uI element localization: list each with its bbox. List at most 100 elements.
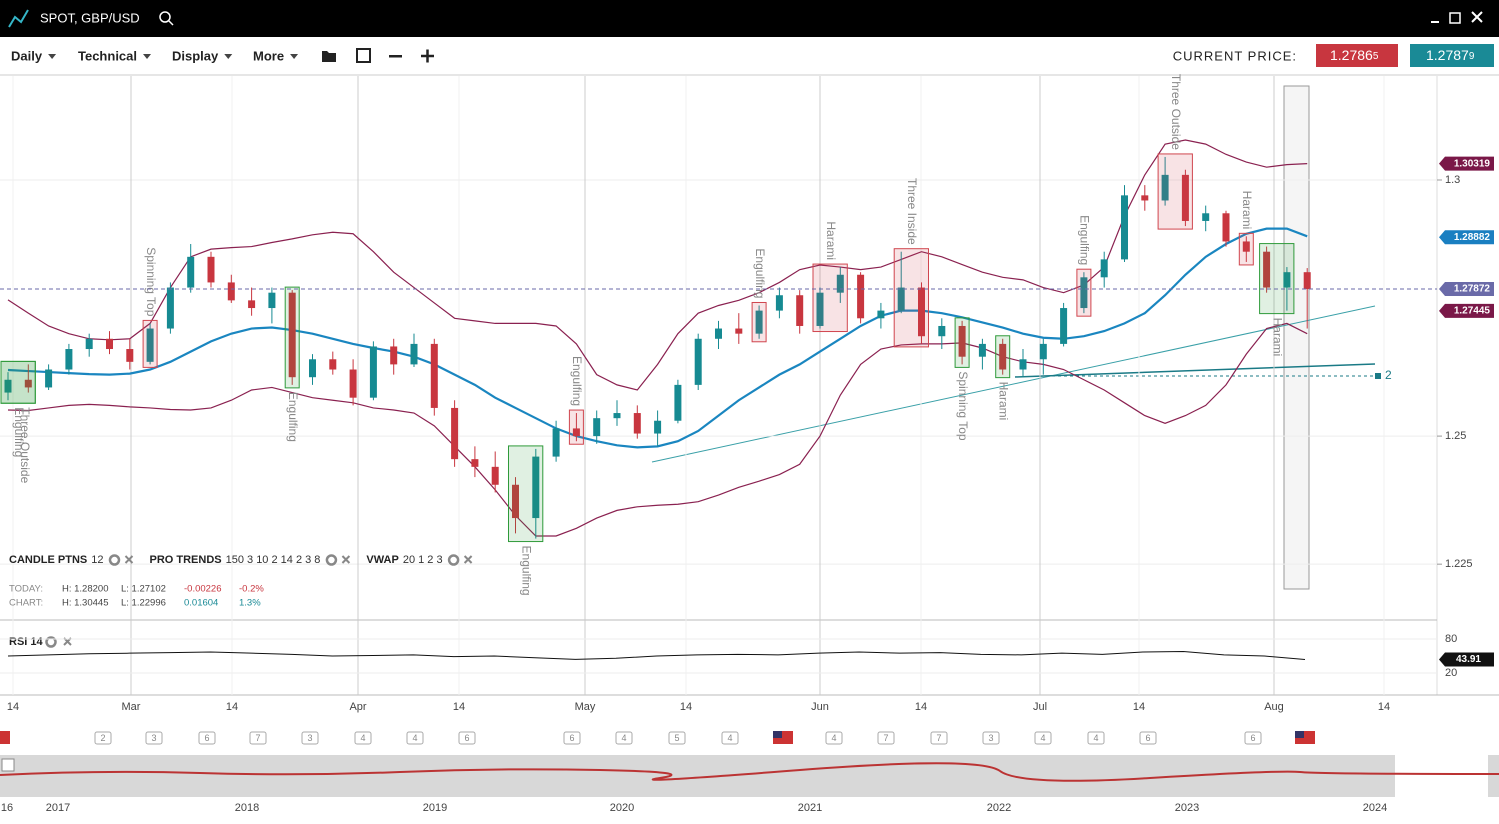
pattern-label: Engulfing (12, 407, 26, 457)
x-tick-label: Aug (1264, 701, 1284, 713)
ask-pip: 9 (1469, 51, 1475, 62)
remove-icon[interactable] (341, 555, 351, 564)
candle-body (775, 295, 783, 311)
stat-pct: -0.2% (239, 584, 264, 595)
event-box[interactable] (1244, 731, 1262, 745)
candle-body (572, 428, 580, 437)
event-box[interactable] (1087, 731, 1105, 745)
pattern-box (751, 301, 767, 343)
remove-icon[interactable] (124, 555, 134, 564)
x-tick-label: Apr (349, 701, 366, 713)
candle-body (593, 418, 601, 437)
candle-body (106, 338, 113, 350)
event-box[interactable] (877, 731, 895, 745)
menu[interactable]: Technical (78, 48, 137, 63)
candle-body (1080, 277, 1088, 309)
popout-button[interactable] (1449, 12, 1461, 24)
event-box[interactable] (301, 731, 319, 745)
stat-low: L: 1.27102 (121, 584, 166, 595)
x-tick-label: 14 (453, 701, 465, 713)
pattern-box (508, 445, 544, 543)
candle-body (451, 407, 459, 460)
event-box[interactable] (198, 731, 216, 745)
candle-body (857, 274, 865, 319)
event-box[interactable] (563, 731, 581, 745)
event-box[interactable] (615, 731, 633, 745)
menu[interactable]: Display (172, 48, 219, 63)
event-count: 7 (883, 733, 888, 743)
trend-label: 2 (1385, 368, 1392, 382)
event-count: 4 (727, 733, 732, 743)
candle-body (938, 325, 946, 337)
event-box[interactable] (458, 731, 476, 745)
bid-pip: 5 (1373, 51, 1379, 62)
navigator-window[interactable] (1395, 755, 1488, 797)
x-tick-label: Jul (1033, 701, 1047, 713)
header-bar (0, 0, 1499, 37)
price-tag-label: 1.27872 (1454, 284, 1491, 295)
stat-low: L: 1.22996 (121, 598, 166, 609)
event-box[interactable] (1034, 731, 1052, 745)
pattern-box (954, 317, 970, 368)
stat-change: -0.00226 (184, 584, 222, 595)
menu[interactable]: Daily (11, 48, 43, 63)
ask-box[interactable] (1410, 44, 1494, 67)
settings-icon[interactable] (45, 636, 57, 648)
search-icon[interactable] (159, 11, 171, 23)
price-tag (1439, 230, 1494, 245)
menu[interactable]: More (253, 48, 284, 63)
zoom-out[interactable] (389, 55, 402, 58)
pattern-box (284, 286, 300, 389)
event-box[interactable] (930, 731, 948, 745)
settings-icon[interactable] (447, 554, 460, 566)
event-box[interactable] (406, 731, 424, 745)
x-tick-label: Mar (122, 701, 141, 713)
navigator-year: 2020 (610, 802, 634, 814)
navigator-close[interactable] (1, 758, 15, 772)
settings-icon[interactable] (325, 554, 338, 566)
pattern-label: Spinning Top (956, 371, 970, 440)
candle-body (4, 379, 12, 393)
candle-body (491, 466, 499, 485)
remove-icon[interactable] (463, 555, 473, 564)
candle-body (999, 343, 1007, 370)
stat-high: H: 1.28200 (62, 584, 108, 595)
event-box[interactable] (668, 731, 686, 745)
close-button[interactable] (1471, 11, 1483, 23)
bid-box[interactable] (1316, 44, 1398, 67)
event-count: 4 (412, 733, 417, 743)
pattern-label: Three Outside (18, 407, 32, 483)
x-tick-label: 14 (7, 701, 19, 713)
search-icon-handle (168, 20, 174, 26)
event-box[interactable] (1139, 731, 1157, 745)
open-icon[interactable] (322, 51, 336, 62)
indicator-params: 20 1 2 3 (403, 554, 443, 566)
save-icon[interactable] (356, 48, 371, 63)
zoom-in[interactable] (421, 49, 434, 63)
settings-icon[interactable] (108, 554, 121, 566)
candle-body (45, 369, 53, 388)
candle-body (918, 287, 925, 337)
event-box[interactable] (721, 731, 739, 745)
candle-body (816, 292, 824, 326)
pattern-box (142, 319, 158, 368)
projection-box (1283, 85, 1310, 590)
candle-body (24, 379, 32, 388)
event-box[interactable] (982, 731, 1000, 745)
event-box[interactable] (94, 731, 112, 745)
flag-icon[interactable] (0, 731, 10, 744)
event-box[interactable] (145, 731, 163, 745)
event-box[interactable] (825, 731, 843, 745)
event-count: 2 (100, 733, 105, 743)
event-count: 4 (1093, 733, 1098, 743)
event-box[interactable] (354, 731, 372, 745)
event-count: 7 (936, 733, 941, 743)
candle-body (1060, 308, 1068, 344)
minimize-button[interactable] (1431, 21, 1439, 23)
candle-body (532, 456, 540, 519)
toolbar-icons (322, 48, 434, 63)
candle-body (1263, 251, 1271, 288)
event-box[interactable] (249, 731, 267, 745)
indicator-name: VWAP (366, 554, 398, 566)
menu-caret (290, 54, 299, 59)
